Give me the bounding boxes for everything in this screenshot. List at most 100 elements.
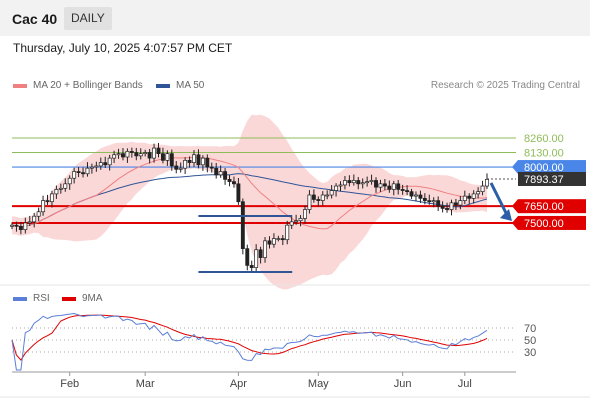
candle-body (103, 162, 108, 166)
x-tick-label: Mar (136, 378, 155, 390)
support-label-2-pointer (512, 215, 518, 230)
rsi-line (11, 312, 488, 371)
time-axis: Feb Mar Apr May Jun Jul (0, 371, 590, 398)
candle-body (458, 200, 463, 206)
ma50-swatch (156, 83, 170, 88)
x-tick-label: May (308, 378, 329, 390)
candle-body (209, 166, 214, 169)
candle-body (356, 180, 361, 185)
candle-body (67, 177, 72, 185)
x-tick-label: Jun (394, 378, 412, 390)
candle-body (382, 183, 387, 187)
candle-body (32, 215, 37, 223)
support-label-1-bg (518, 199, 586, 214)
candle-body (249, 265, 254, 268)
candle-body (436, 200, 441, 207)
timeframe-button[interactable]: DAILY (64, 7, 112, 30)
candle-body (254, 249, 259, 268)
candle-body (258, 249, 263, 258)
candle-body (462, 195, 467, 201)
support-label-2: 7500.00 (524, 218, 564, 230)
candle-body (98, 162, 103, 167)
candle-body (63, 183, 68, 189)
candle-body (374, 180, 378, 188)
ma20-swatch (13, 83, 27, 88)
candle-body (223, 171, 228, 180)
legend-ma50: MA 50 (156, 80, 204, 91)
rsi-tick-label: 70 (524, 323, 536, 335)
candle-body (338, 184, 343, 187)
candle-body (267, 240, 272, 245)
candle-body (418, 194, 423, 199)
rsi-label: RSI (33, 293, 50, 304)
candle-body (387, 185, 392, 190)
x-tick-label: Apr (230, 378, 247, 390)
candle-body (405, 190, 410, 192)
candle-body (134, 152, 139, 157)
candle-body (289, 221, 294, 226)
header-bar: Cac 40 DAILY (0, 0, 590, 36)
candle-body (342, 180, 347, 186)
candle-body (54, 189, 59, 195)
candle-body (232, 181, 236, 185)
candle-body (218, 171, 223, 176)
forecast-arrow-head (500, 208, 512, 221)
candle-body (396, 183, 401, 190)
timestamp: Thursday, July 10, 2025 4:07:57 PM CET (13, 41, 233, 55)
rsi-swatch (13, 296, 27, 301)
candle-body (360, 182, 365, 185)
candle-body (23, 222, 28, 230)
candle-body (116, 153, 121, 156)
candle-body (143, 152, 148, 154)
pivot-label: 8000.00 (524, 162, 564, 174)
instrument-title: Cac 40 (12, 11, 58, 27)
rsi-ma-line (11, 314, 488, 361)
candle-body (183, 160, 188, 169)
candle-body (320, 194, 325, 201)
candle-body (58, 187, 63, 190)
candle-body (129, 151, 134, 153)
candle-body (94, 165, 99, 168)
candle-body (160, 153, 165, 161)
support-label-1: 7650.00 (524, 201, 564, 213)
candle-body (85, 167, 90, 175)
pivot-label-bg (518, 160, 586, 175)
candle-body (125, 151, 130, 158)
last-price-label-bg (518, 171, 586, 186)
candle-body (76, 171, 81, 173)
candle-body (14, 224, 19, 227)
candle-body (334, 185, 339, 191)
legend-rsi-ma: 9MA (62, 293, 103, 304)
candle-body (285, 224, 290, 241)
candle-body (325, 194, 330, 197)
candle-body (165, 153, 170, 161)
candle-body (347, 180, 352, 184)
candle-body (196, 154, 201, 166)
candle-body (400, 189, 405, 191)
resistance-label-2: 8130.00 (524, 148, 564, 160)
candle-body (112, 154, 117, 159)
candle-body (72, 171, 77, 179)
x-tick-label: Feb (60, 378, 79, 390)
candle-body (280, 238, 285, 241)
candle-body (365, 181, 370, 184)
candle-body (27, 221, 32, 224)
legend-rsi: RSI (13, 293, 50, 304)
candle-body (205, 157, 210, 168)
candle-body (50, 193, 54, 203)
candle-body (298, 218, 303, 222)
candle-body (263, 240, 267, 258)
candle-body (294, 220, 299, 223)
bollinger-band (12, 114, 487, 290)
rsi-tick-label: 50 (524, 335, 536, 347)
candle-body (174, 165, 179, 170)
candle-body (311, 194, 316, 200)
candle-body (276, 238, 281, 240)
candle-body (192, 154, 196, 163)
ma50-label: MA 50 (176, 80, 205, 91)
candle-body (471, 193, 476, 199)
candle-body (152, 147, 157, 159)
